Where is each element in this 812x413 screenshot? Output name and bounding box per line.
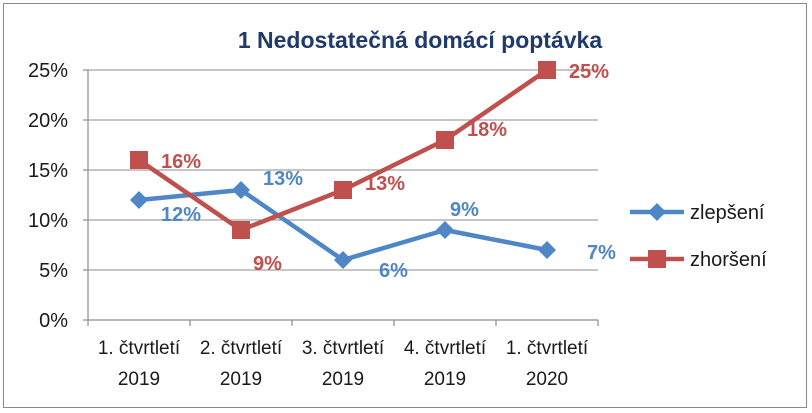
data-label: 7%	[587, 242, 616, 264]
data-point-diamond	[538, 241, 556, 259]
y-tick-label: 15%	[28, 160, 68, 182]
data-label: 25%	[569, 61, 609, 83]
data-point-diamond	[436, 221, 454, 239]
y-tick-label: 20%	[28, 110, 68, 132]
chart-title: 1 Nedostatečná domácí poptávka	[238, 27, 602, 53]
x-tick-label: 2019	[322, 369, 364, 390]
data-label: 6%	[379, 260, 408, 282]
data-label: 9%	[253, 253, 282, 275]
data-label: 12%	[161, 204, 201, 226]
data-label: 13%	[365, 173, 405, 195]
data-point-square	[130, 151, 148, 169]
legend-label: zlepšení	[690, 202, 765, 224]
x-tick-label: 2020	[526, 369, 568, 390]
data-label: 9%	[450, 199, 479, 221]
series-group	[130, 61, 556, 269]
data-point-diamond	[334, 251, 352, 269]
axes	[83, 69, 599, 326]
data-point-square	[436, 131, 454, 149]
legend-label: zhoršení	[690, 249, 767, 271]
data-point-square	[538, 61, 556, 79]
x-tick-label: 2. čtvrtletí	[200, 338, 283, 359]
x-tick-label: 1. čtvrtletí	[98, 338, 181, 359]
x-tick-label: 2019	[424, 369, 466, 390]
data-label: 13%	[263, 168, 303, 190]
data-point-diamond	[130, 191, 148, 209]
x-tick-label: 2019	[220, 369, 262, 390]
data-point-diamond	[232, 181, 250, 199]
y-tick-label: 5%	[39, 260, 68, 282]
x-tick-label: 3. čtvrtletí	[302, 338, 385, 359]
data-point-square	[232, 221, 250, 239]
data-label: 16%	[161, 151, 201, 173]
y-tick-label: 25%	[28, 60, 68, 82]
y-tick-label: 0%	[39, 310, 68, 332]
data-point-square	[334, 181, 352, 199]
data-label: 18%	[467, 119, 507, 141]
x-tick-label: 2019	[118, 369, 160, 390]
y-axis-ticks: 0% 5% 10% 15% 20% 25%	[28, 60, 68, 332]
x-tick-label: 4. čtvrtletí	[404, 338, 487, 359]
y-tick-label: 10%	[28, 210, 68, 232]
gridlines	[88, 69, 598, 271]
legend-marker-diamond	[648, 203, 666, 221]
data-labels: 12% 13% 6% 9% 7% 16% 9% 13% 18% 25%	[161, 61, 616, 282]
x-tick-label: 1. čtvrtletí	[506, 338, 589, 359]
legend: zlepšení zhoršení	[630, 202, 767, 271]
legend-marker-square	[648, 250, 666, 268]
x-axis-ticks: 1. čtvrtletí 2019 2. čtvrtletí 2019 3. čtvrt…	[98, 338, 589, 390]
